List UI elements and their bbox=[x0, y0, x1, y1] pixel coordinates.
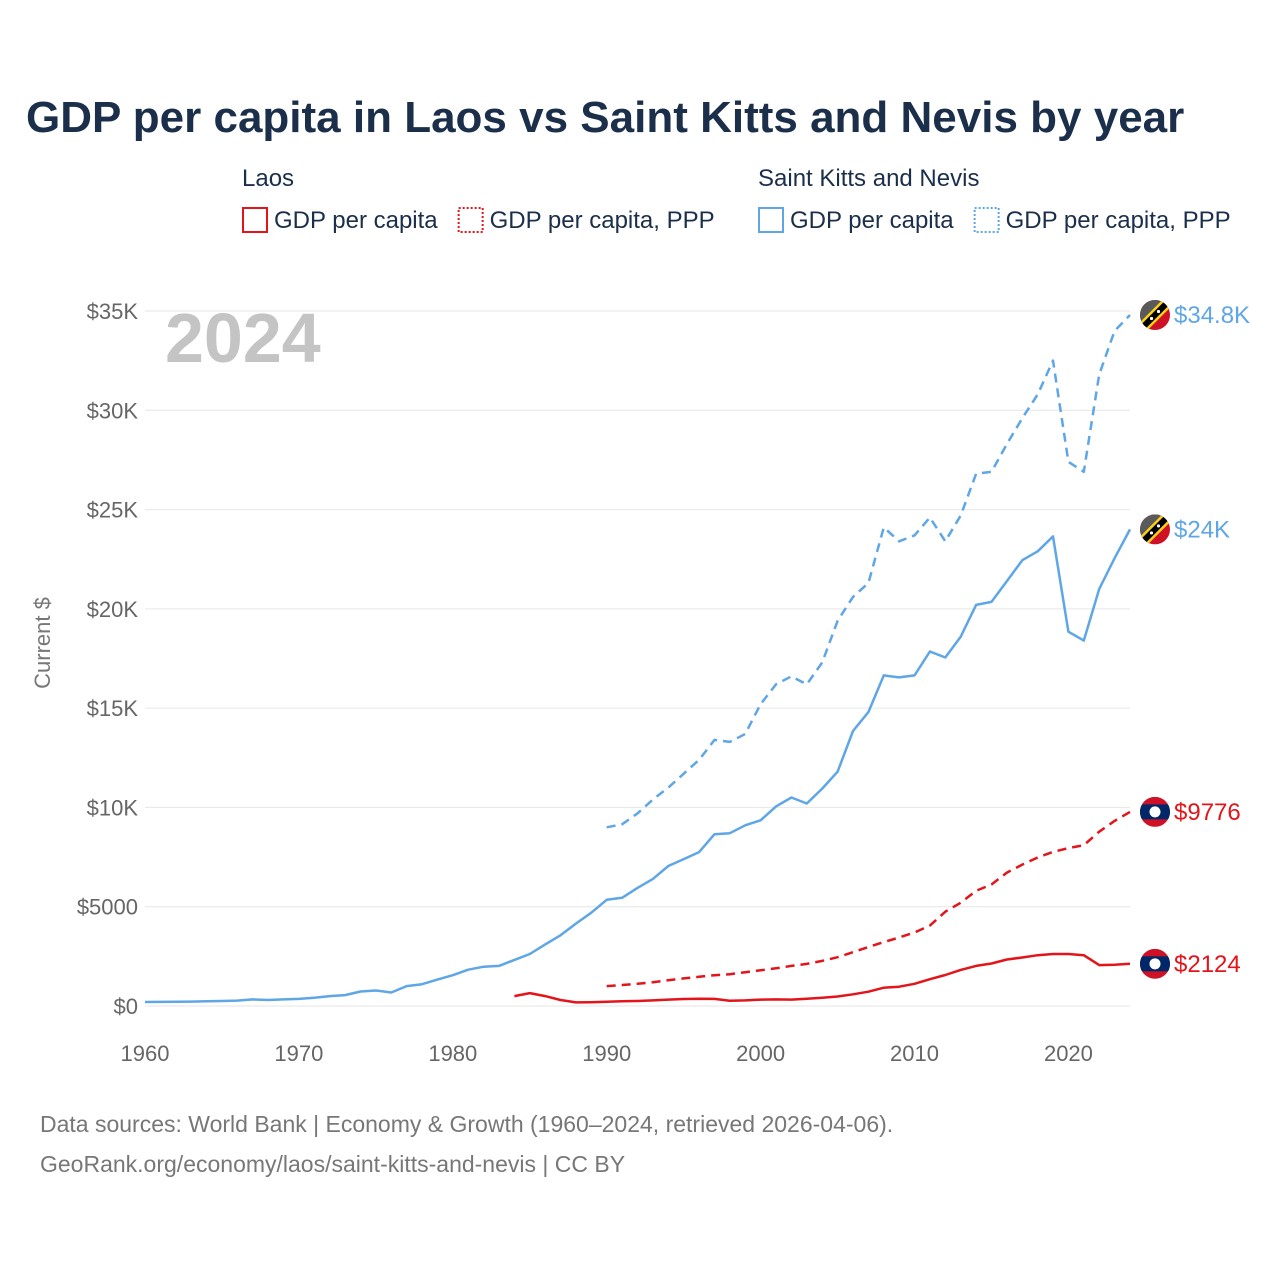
series-end-value-label: $24K bbox=[1174, 516, 1230, 543]
series-lines bbox=[144, 314, 1132, 1004]
legend-group-title: Saint Kitts and Nevis bbox=[758, 165, 979, 192]
legend-dotted-swatch bbox=[457, 207, 484, 233]
laos-flag-icon bbox=[1140, 948, 1170, 979]
legend: Laos GDP per capita GDP per capita, PPP Sai… bbox=[242, 165, 1231, 234]
legend-dotted-swatch bbox=[973, 207, 1000, 233]
x-tick-label: 2010 bbox=[890, 1041, 939, 1066]
current-year-label: 2024 bbox=[165, 299, 321, 377]
series-end-value-label: $2124 bbox=[1174, 951, 1241, 978]
series-end-value-label: $9776 bbox=[1174, 799, 1241, 826]
y-axis-label: Current $ bbox=[30, 597, 55, 689]
y-tick-label: $15K bbox=[87, 696, 139, 721]
y-tick-label: $10K bbox=[87, 795, 139, 820]
x-axis-ticks: 1960 1970 1980 1990 2000 2010 2020 bbox=[121, 1041, 1093, 1066]
x-tick-label: 2020 bbox=[1044, 1041, 1093, 1066]
y-axis-ticks: $0 $5000 $10K $15K $20K $25K $30K $35K bbox=[77, 299, 139, 1019]
x-tick-label: 2000 bbox=[736, 1041, 785, 1066]
legend-group-title: Laos bbox=[242, 165, 294, 192]
grid-lines bbox=[145, 310, 1130, 1007]
legend-item-label: GDP per capita bbox=[790, 207, 954, 234]
end-markers: $34.8K $24K $9776 $2124 bbox=[1140, 299, 1250, 979]
x-tick-label: 1990 bbox=[582, 1041, 631, 1066]
y-tick-label: $30K bbox=[87, 398, 139, 423]
x-tick-label: 1970 bbox=[274, 1041, 323, 1066]
legend-solid-swatch bbox=[758, 207, 784, 233]
legend-item-label: GDP per capita, PPP bbox=[490, 207, 715, 234]
x-tick-label: 1980 bbox=[428, 1041, 477, 1066]
source-line-1: Data sources: World Bank | Economy & Gro… bbox=[40, 1111, 893, 1137]
legend-solid-swatch bbox=[242, 207, 268, 233]
series-line-3 bbox=[514, 952, 1131, 1004]
legend-item-label: GDP per capita bbox=[274, 207, 438, 234]
saint-kitts-and-nevis-flag-icon bbox=[1140, 299, 1170, 330]
series-end-value-label: $34.8K bbox=[1174, 302, 1250, 329]
y-tick-label: $35K bbox=[87, 299, 139, 324]
saint-kitts-and-nevis-flag-icon bbox=[1140, 514, 1170, 545]
chart-title: GDP per capita in Laos vs Saint Kitts an… bbox=[26, 93, 1184, 142]
laos-flag-icon bbox=[1140, 796, 1170, 827]
y-tick-label: $20K bbox=[87, 597, 139, 622]
y-tick-label: $0 bbox=[114, 994, 138, 1019]
series-line-1 bbox=[144, 528, 1132, 1004]
legend-item-label: GDP per capita, PPP bbox=[1006, 207, 1231, 234]
x-tick-label: 1960 bbox=[121, 1041, 170, 1066]
y-tick-label: $25K bbox=[87, 498, 139, 523]
series-line-2 bbox=[606, 810, 1131, 988]
series-line-0 bbox=[606, 314, 1131, 829]
source-line-2: GeoRank.org/economy/laos/saint-kitts-and… bbox=[40, 1151, 625, 1177]
y-tick-label: $5000 bbox=[77, 895, 138, 920]
